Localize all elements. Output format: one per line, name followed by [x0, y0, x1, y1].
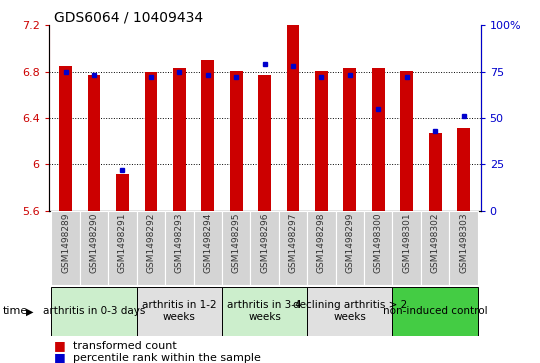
Bar — [145, 72, 157, 211]
Text: GSM1498301: GSM1498301 — [402, 213, 411, 273]
Bar — [109, 211, 137, 285]
Bar — [51, 287, 137, 336]
Bar — [222, 287, 307, 336]
Bar — [315, 70, 328, 211]
Bar — [173, 68, 186, 211]
Text: GSM1498300: GSM1498300 — [374, 213, 383, 273]
Bar — [87, 75, 100, 211]
Bar — [393, 211, 421, 285]
Bar — [429, 133, 442, 211]
Bar — [393, 287, 478, 336]
Bar — [116, 174, 129, 211]
Bar — [80, 211, 109, 285]
Text: non-induced control: non-induced control — [383, 306, 488, 316]
Text: arthritis in 1-2
weeks: arthritis in 1-2 weeks — [142, 301, 217, 322]
Text: GSM1498289: GSM1498289 — [61, 213, 70, 273]
Text: GDS6064 / 10409434: GDS6064 / 10409434 — [54, 11, 203, 25]
Bar — [51, 211, 80, 285]
Bar — [279, 211, 307, 285]
Text: GSM1498291: GSM1498291 — [118, 213, 127, 273]
Text: GSM1498298: GSM1498298 — [317, 213, 326, 273]
Bar — [400, 70, 413, 211]
Bar — [372, 68, 384, 211]
Text: GSM1498302: GSM1498302 — [430, 213, 440, 273]
Text: GSM1498292: GSM1498292 — [146, 213, 156, 273]
Bar — [307, 287, 393, 336]
Text: GSM1498303: GSM1498303 — [459, 213, 468, 273]
Bar — [201, 60, 214, 211]
Bar — [258, 75, 271, 211]
Text: GSM1498290: GSM1498290 — [90, 213, 99, 273]
Text: declining arthritis > 2
weeks: declining arthritis > 2 weeks — [293, 301, 407, 322]
Text: ■: ■ — [54, 351, 66, 363]
Text: ■: ■ — [54, 339, 66, 352]
Bar — [193, 211, 222, 285]
Bar — [251, 211, 279, 285]
Text: ▶: ▶ — [26, 306, 33, 317]
Text: GSM1498295: GSM1498295 — [232, 213, 241, 273]
Bar — [137, 287, 222, 336]
Text: GSM1498297: GSM1498297 — [288, 213, 298, 273]
Bar — [343, 68, 356, 211]
Bar — [165, 211, 193, 285]
Bar — [364, 211, 393, 285]
Text: GSM1498294: GSM1498294 — [203, 213, 212, 273]
Text: arthritis in 3-4
weeks: arthritis in 3-4 weeks — [227, 301, 302, 322]
Bar — [137, 211, 165, 285]
Bar — [457, 129, 470, 211]
Text: transformed count: transformed count — [73, 340, 177, 351]
Bar — [421, 211, 449, 285]
Text: arthritis in 0-3 days: arthritis in 0-3 days — [43, 306, 145, 316]
Text: GSM1498299: GSM1498299 — [346, 213, 354, 273]
Bar — [449, 211, 478, 285]
Bar — [307, 211, 336, 285]
Bar — [336, 211, 364, 285]
Text: GSM1498296: GSM1498296 — [260, 213, 269, 273]
Bar — [230, 70, 242, 211]
Text: GSM1498293: GSM1498293 — [175, 213, 184, 273]
Bar — [287, 25, 299, 211]
Bar — [59, 66, 72, 211]
Text: time: time — [3, 306, 28, 317]
Text: percentile rank within the sample: percentile rank within the sample — [73, 352, 261, 363]
Bar — [222, 211, 251, 285]
